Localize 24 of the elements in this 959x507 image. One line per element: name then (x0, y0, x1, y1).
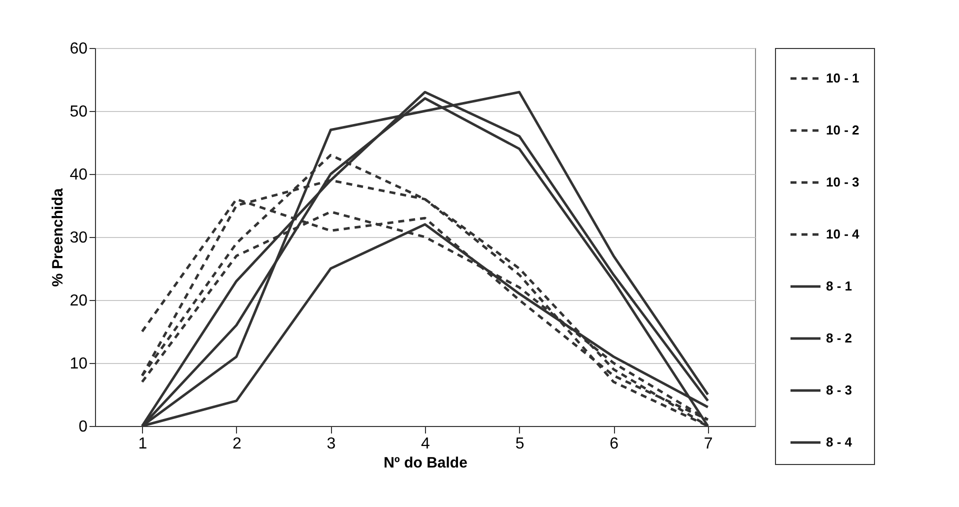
legend-label: 10 - 3 (826, 174, 860, 190)
legend-label: 10 - 2 (826, 122, 860, 138)
legend-label: 8 - 3 (826, 382, 852, 398)
legend-label: 8 - 1 (826, 278, 852, 294)
y-tick-label: 60 (70, 40, 88, 58)
x-tick-label: 1 (138, 436, 148, 452)
legend-label: 8 - 4 (826, 434, 853, 450)
y-tick-label: 0 (78, 418, 88, 436)
x-axis-title: Nº do Balde (384, 454, 468, 472)
y-tick-label: 50 (70, 104, 88, 120)
x-tick-label: 4 (421, 436, 430, 452)
x-tick-label: 5 (515, 436, 524, 452)
legend-label: 10 - 1 (826, 70, 860, 86)
x-tick-label: 7 (704, 436, 713, 452)
y-tick-label: 30 (70, 230, 88, 246)
legend-label: 8 - 2 (826, 330, 852, 346)
y-tick-label: 40 (70, 166, 88, 184)
y-tick-label: 20 (70, 292, 88, 310)
y-tick-label: 10 (70, 356, 88, 372)
x-tick-label: 2 (232, 436, 242, 452)
legend-label: 10 - 4 (826, 226, 860, 242)
x-tick-label: 3 (326, 436, 336, 452)
x-tick-label: 6 (610, 436, 619, 452)
y-axis-title: % Preenchida (50, 188, 67, 287)
